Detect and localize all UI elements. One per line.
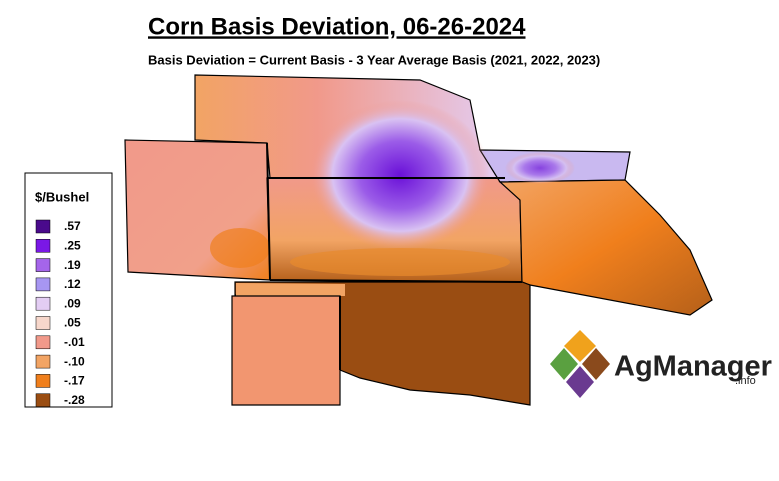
oklahoma-panhandle-west	[236, 283, 345, 296]
legend-label: -.10	[64, 354, 85, 368]
legend-label: .09	[64, 296, 81, 310]
co-orange-patch	[210, 228, 270, 268]
purple-zone-east	[505, 152, 575, 184]
legend-label: -.28	[64, 393, 85, 407]
legend-swatch	[35, 239, 51, 253]
legend-swatch	[35, 316, 51, 330]
subtitle: Basis Deviation = Current Basis - 3 Year…	[148, 52, 600, 67]
state-missouri	[498, 179, 713, 316]
logo-text: AgManager	[614, 351, 772, 383]
legend-swatch	[35, 258, 51, 272]
state-texas-panhandle	[231, 295, 341, 406]
legend-label: .05	[64, 316, 81, 330]
logo-sun	[564, 330, 596, 362]
map	[124, 74, 713, 406]
legend-swatch	[35, 277, 51, 292]
purple-zone	[310, 100, 490, 250]
kansas-orange-band	[290, 248, 510, 276]
legend-label: -.01	[64, 335, 85, 349]
legend: $/Bushel .57 .25 .19 .12 .09 .05 -.01 -.10 -.17 -…	[24, 172, 113, 408]
logo-suffix: .info	[735, 375, 756, 387]
legend-label: .12	[64, 277, 81, 291]
logo: AgManager .info	[548, 328, 772, 400]
legend-label: -.17	[64, 374, 85, 388]
legend-label: .57	[64, 219, 81, 233]
legend-label: .25	[64, 238, 81, 252]
logo-crop	[550, 348, 578, 380]
legend-title: $/Bushel	[35, 189, 89, 204]
legend-swatch	[35, 354, 51, 369]
legend-swatch	[35, 296, 51, 311]
legend-label: .19	[64, 258, 81, 272]
legend-swatch	[35, 393, 51, 407]
state-borders	[266, 142, 523, 370]
logo-chart	[566, 366, 594, 398]
title: Corn Basis Deviation, 06-26-2024	[148, 13, 526, 40]
logo-animal	[582, 348, 610, 380]
legend-swatch	[35, 335, 51, 350]
legend-swatch	[35, 219, 51, 234]
legend-swatch	[35, 374, 51, 388]
